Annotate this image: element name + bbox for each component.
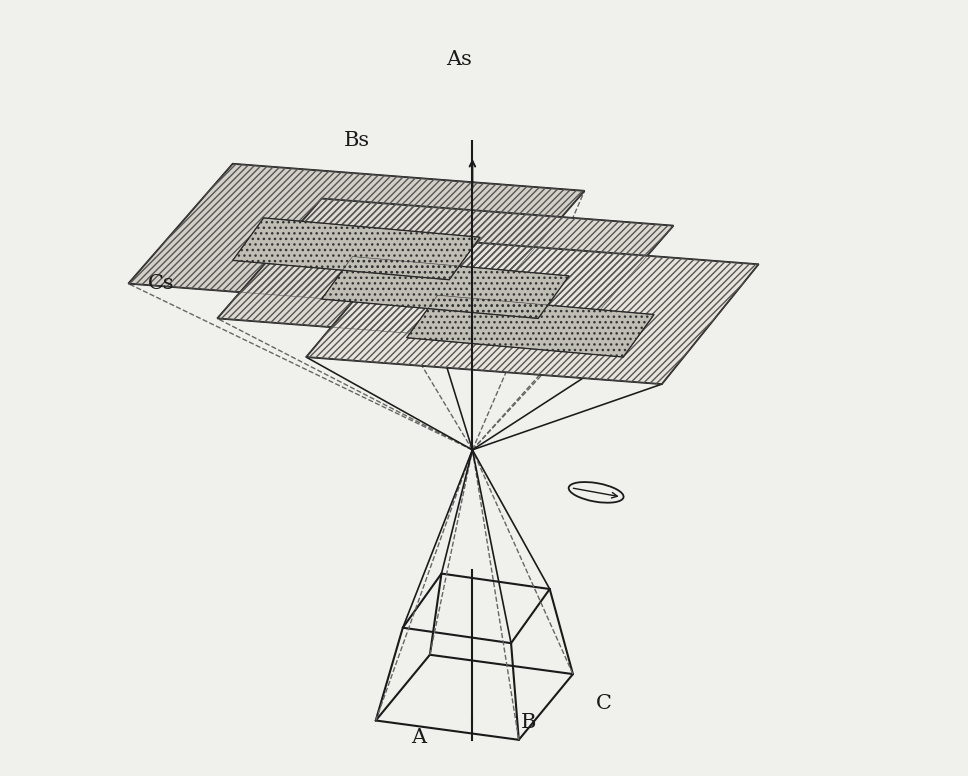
Polygon shape xyxy=(321,257,569,318)
Polygon shape xyxy=(217,199,674,345)
Text: As: As xyxy=(446,50,472,69)
Text: C: C xyxy=(596,694,612,713)
Polygon shape xyxy=(407,295,654,357)
Text: A: A xyxy=(410,728,426,747)
Polygon shape xyxy=(129,164,585,310)
Text: Bs: Bs xyxy=(344,131,370,150)
Polygon shape xyxy=(306,237,759,384)
Text: Cs: Cs xyxy=(147,274,174,293)
Text: B: B xyxy=(521,712,535,732)
Polygon shape xyxy=(232,218,480,280)
